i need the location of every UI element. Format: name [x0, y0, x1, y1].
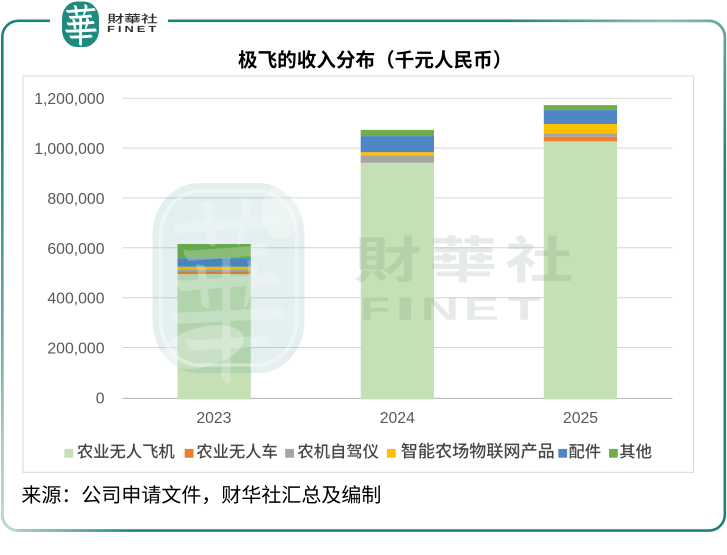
svg-text:2024: 2024 — [380, 410, 415, 427]
svg-text:600,000: 600,000 — [47, 241, 104, 258]
svg-text:400,000: 400,000 — [47, 291, 104, 308]
svg-text:2023: 2023 — [196, 410, 231, 427]
svg-text:1,000,000: 1,000,000 — [34, 141, 104, 158]
svg-text:1,200,000: 1,200,000 — [34, 91, 104, 108]
svg-text:200,000: 200,000 — [47, 341, 104, 358]
svg-text:2025: 2025 — [563, 410, 598, 427]
svg-text:800,000: 800,000 — [47, 191, 104, 208]
svg-text:0: 0 — [96, 390, 105, 407]
